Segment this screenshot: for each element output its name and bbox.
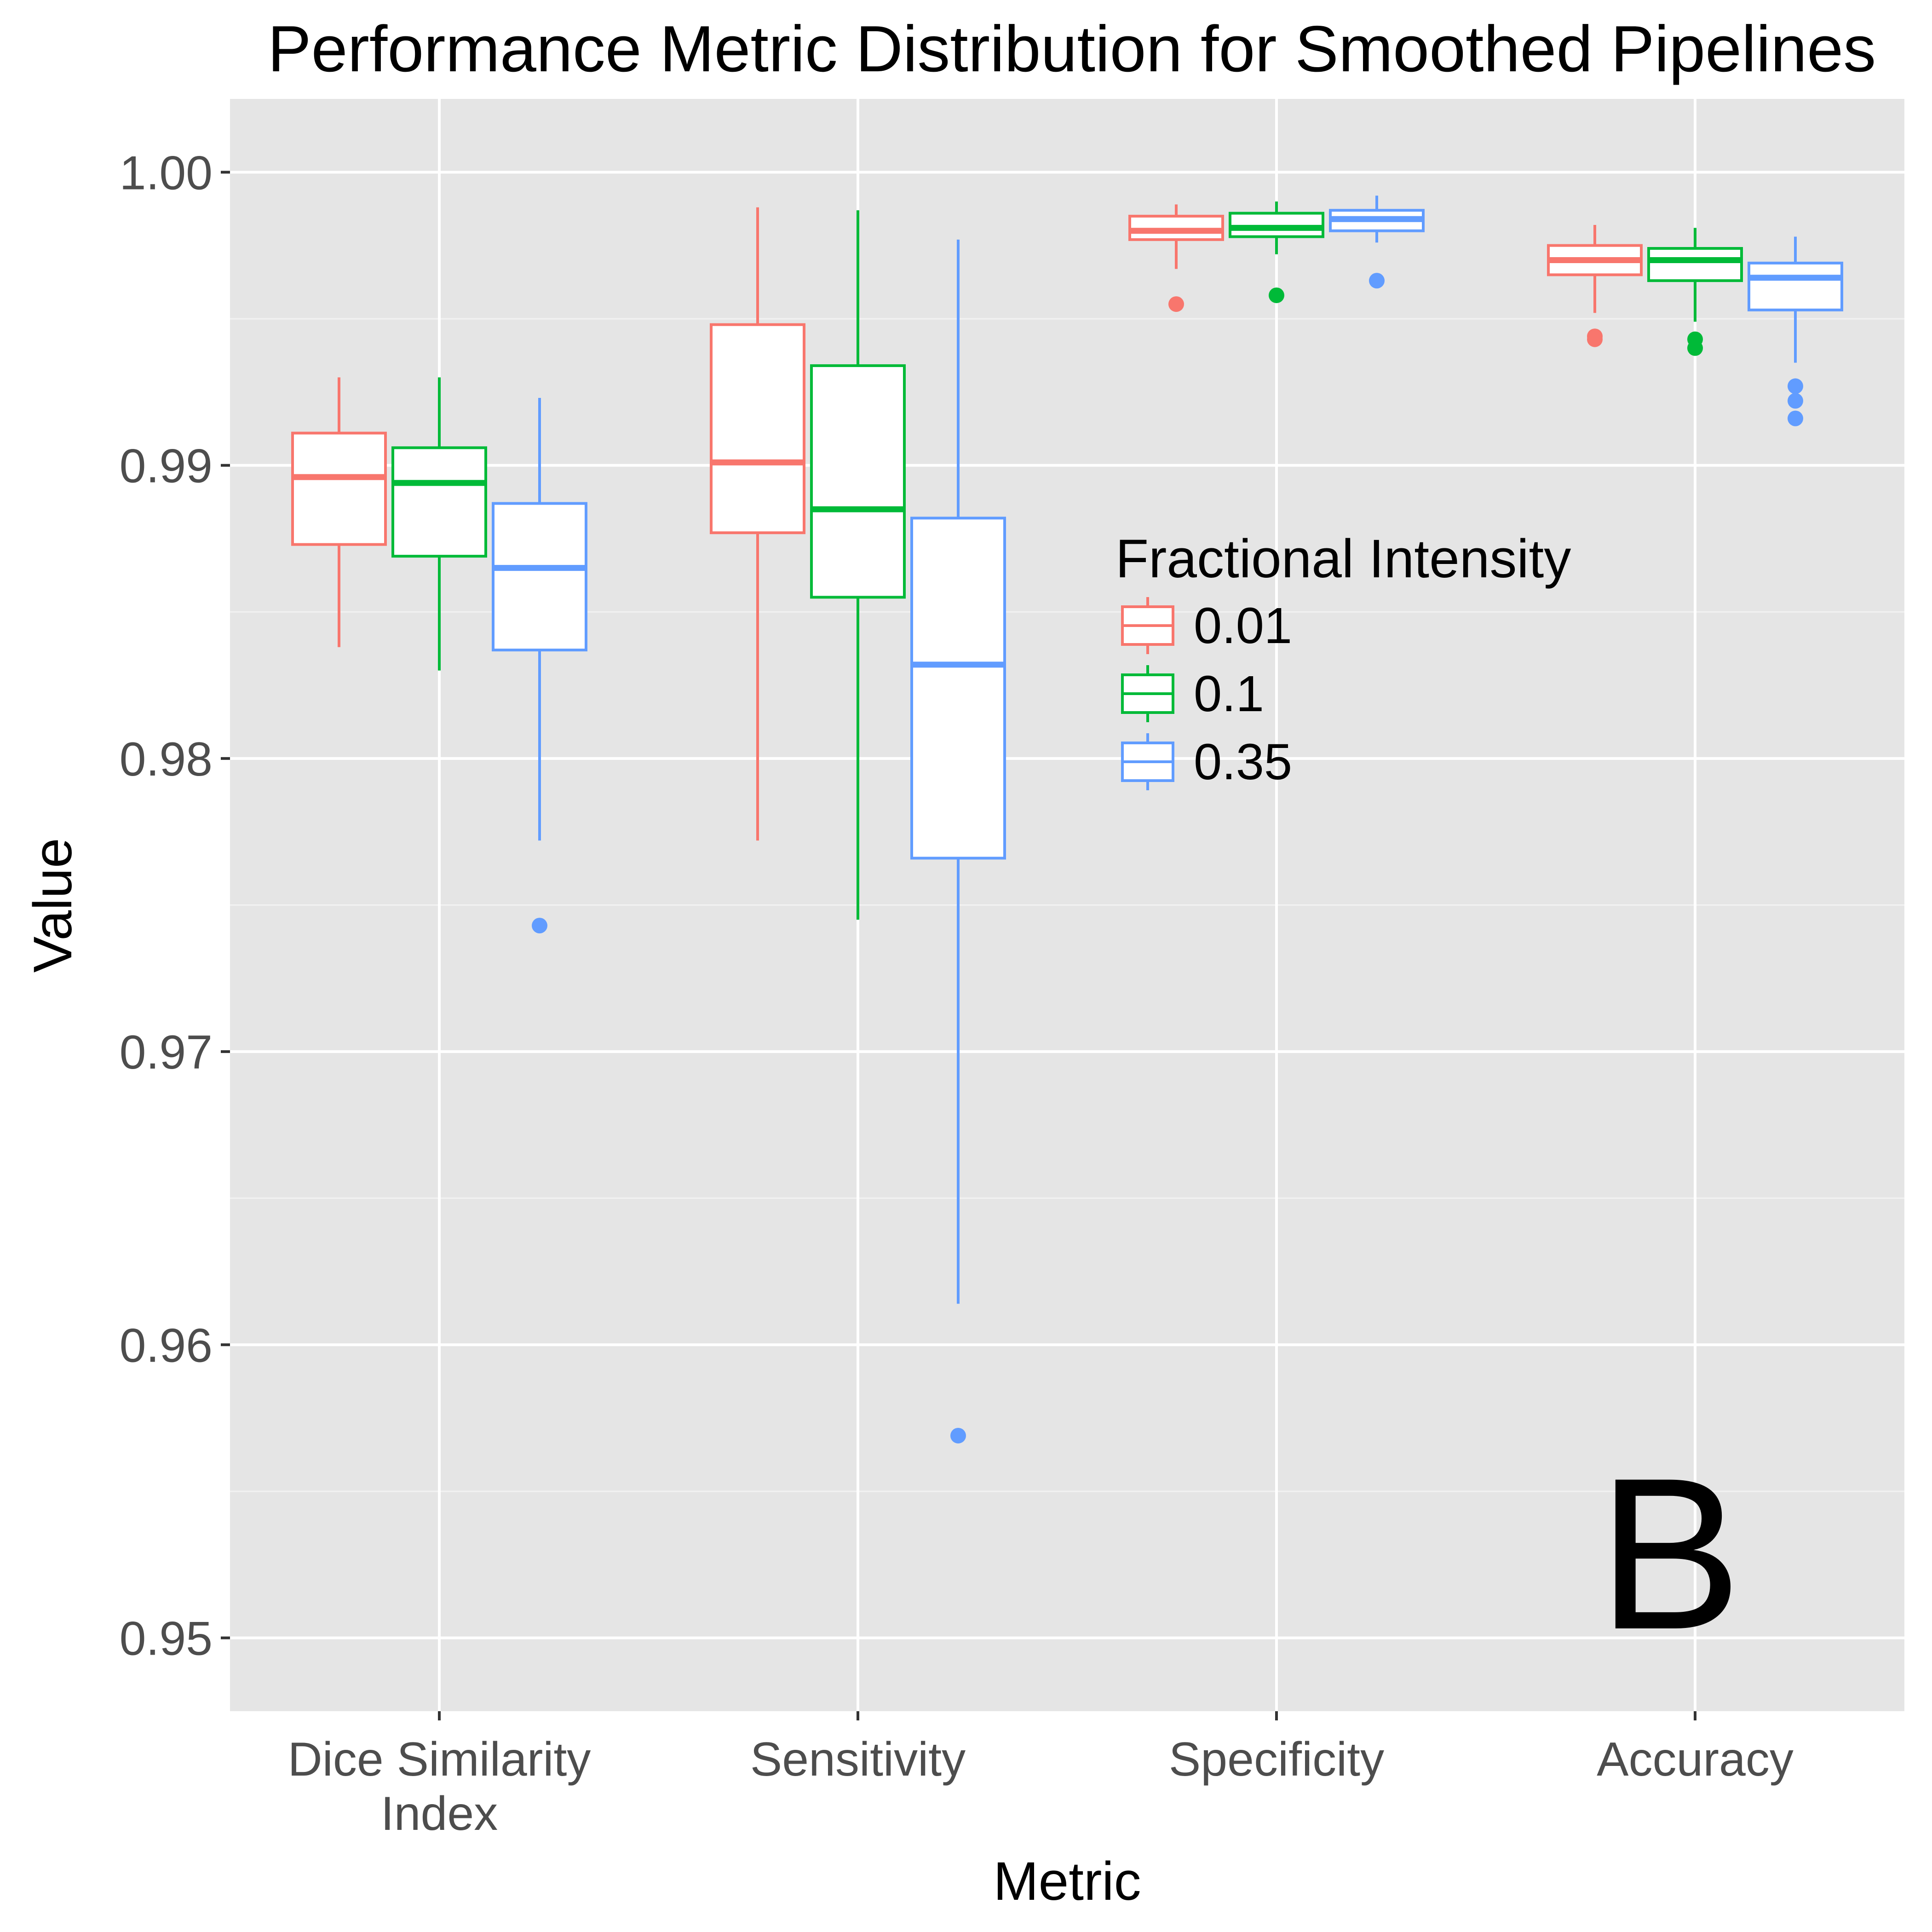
legend-label: 0.35	[1194, 734, 1292, 790]
box-0_35-0	[492, 398, 587, 934]
y-axis: 0.95 0.96 0.97 0.98 0.99 1.00	[120, 146, 230, 1666]
outlier-point	[1168, 296, 1184, 312]
y-axis-title: Value	[23, 838, 83, 972]
x-tick-label: Accuracy	[1597, 1733, 1794, 1786]
x-axis-title: Metric	[993, 1851, 1141, 1912]
legend-item-0_1: 0.1	[1121, 665, 1264, 722]
box-0_1-0	[391, 377, 487, 671]
y-tick-label: 0.96	[120, 1319, 213, 1372]
outlier-point	[1369, 273, 1385, 289]
y-tick-label: 0.97	[120, 1026, 213, 1079]
x-tick-label: Specificity	[1169, 1733, 1384, 1786]
legend-item-0_01: 0.01	[1121, 597, 1292, 654]
outlier-point	[1788, 378, 1803, 394]
box-body	[391, 446, 487, 558]
chart-title: Performance Metric Distribution for Smoo…	[268, 12, 1876, 86]
box-body	[810, 364, 906, 599]
y-tick-label: 0.99	[120, 440, 213, 493]
box-0_01-3	[1547, 225, 1643, 347]
y-tick-label: 1.00	[120, 146, 213, 200]
box-body	[1748, 261, 1843, 311]
grid-layer	[230, 99, 1904, 1711]
x-tick-label: Dice Similarity	[288, 1733, 591, 1786]
box-0_35-3	[1748, 236, 1843, 426]
outlier-point	[532, 918, 547, 934]
legend-title: Fractional Intensity	[1116, 529, 1571, 589]
box-0_1-1	[810, 210, 906, 920]
box-body	[492, 502, 587, 652]
box-0_35-1	[910, 239, 1006, 1443]
outlier-point	[1269, 287, 1284, 303]
box-body	[910, 517, 1006, 860]
box-layer	[291, 196, 1843, 1443]
box-0_35-2	[1329, 196, 1425, 289]
x-tick-label: Sensitivity	[750, 1733, 966, 1786]
legend: Fractional Intensity 0.01 0.1 0.35	[1116, 529, 1571, 790]
outlier-point	[1788, 410, 1803, 426]
panel-tag: B	[1598, 1433, 1742, 1674]
legend-label: 0.1	[1194, 666, 1264, 722]
outlier-point	[1687, 340, 1703, 356]
box-0_1-3	[1647, 228, 1743, 356]
outlier-point	[1788, 393, 1803, 409]
outlier-point	[1587, 331, 1603, 347]
legend-label: 0.01	[1194, 598, 1292, 654]
box-0_01-0	[291, 377, 387, 647]
x-tick-label: Index	[381, 1787, 498, 1840]
box-body	[1647, 247, 1743, 282]
y-tick-label: 0.98	[120, 733, 213, 786]
y-tick-label: 0.95	[120, 1612, 213, 1666]
box-0_1-2	[1229, 201, 1324, 303]
box-body	[710, 323, 805, 535]
box-0_01-1	[710, 207, 805, 841]
legend-item-0_35: 0.35	[1121, 733, 1292, 790]
box-0_01-2	[1128, 204, 1224, 312]
outlier-point	[950, 1427, 966, 1443]
box-body	[291, 431, 387, 546]
